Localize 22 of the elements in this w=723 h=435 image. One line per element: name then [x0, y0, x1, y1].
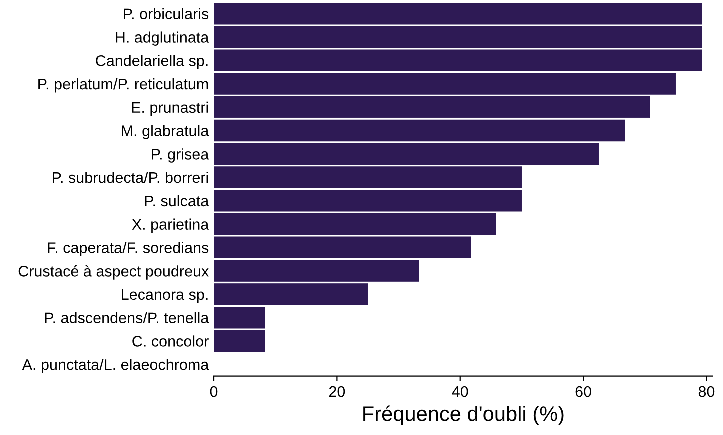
y-tick-label: P. adscendens/P. tenella [45, 312, 210, 324]
y-tick-label: X. parietina [132, 218, 210, 234]
y-tick-label: P. orbicularis [124, 8, 209, 20]
x-tick-label: 80 [698, 386, 715, 398]
y-tick-label: F. caperata/F. soredians [48, 242, 209, 256]
x-axis-title: Fréquence d'oubli (%) [364, 406, 564, 426]
y-tick-label: A. punctata/L. elaeochroma [22, 359, 210, 374]
y-tick-label: Crustacé à aspect poudreux [18, 265, 209, 280]
y-tick-label: M. glabratula [122, 125, 210, 140]
x-tick-label: 40 [452, 386, 468, 398]
y-tick-label: Candelariella sp. [96, 55, 208, 70]
y-tick-label: E. prunastri [132, 102, 208, 116]
x-tick-label: 0 [210, 386, 218, 398]
y-tick-label: P. grisea [152, 148, 210, 163]
x-tick-label: 20 [329, 386, 346, 398]
x-tick-label: 60 [576, 386, 592, 398]
y-tick-label: P. subrudecta/P. borreri [53, 172, 208, 184]
y-tick-label: Lecanora sp. [122, 289, 208, 304]
y-tick-label: P. sulcata [145, 195, 210, 207]
y-tick-label: H. adglutinata [116, 32, 210, 46]
y-tick-label: P. perlatum/P. reticulatum [38, 78, 208, 93]
y-tick-label: C. concolor [132, 336, 209, 347]
